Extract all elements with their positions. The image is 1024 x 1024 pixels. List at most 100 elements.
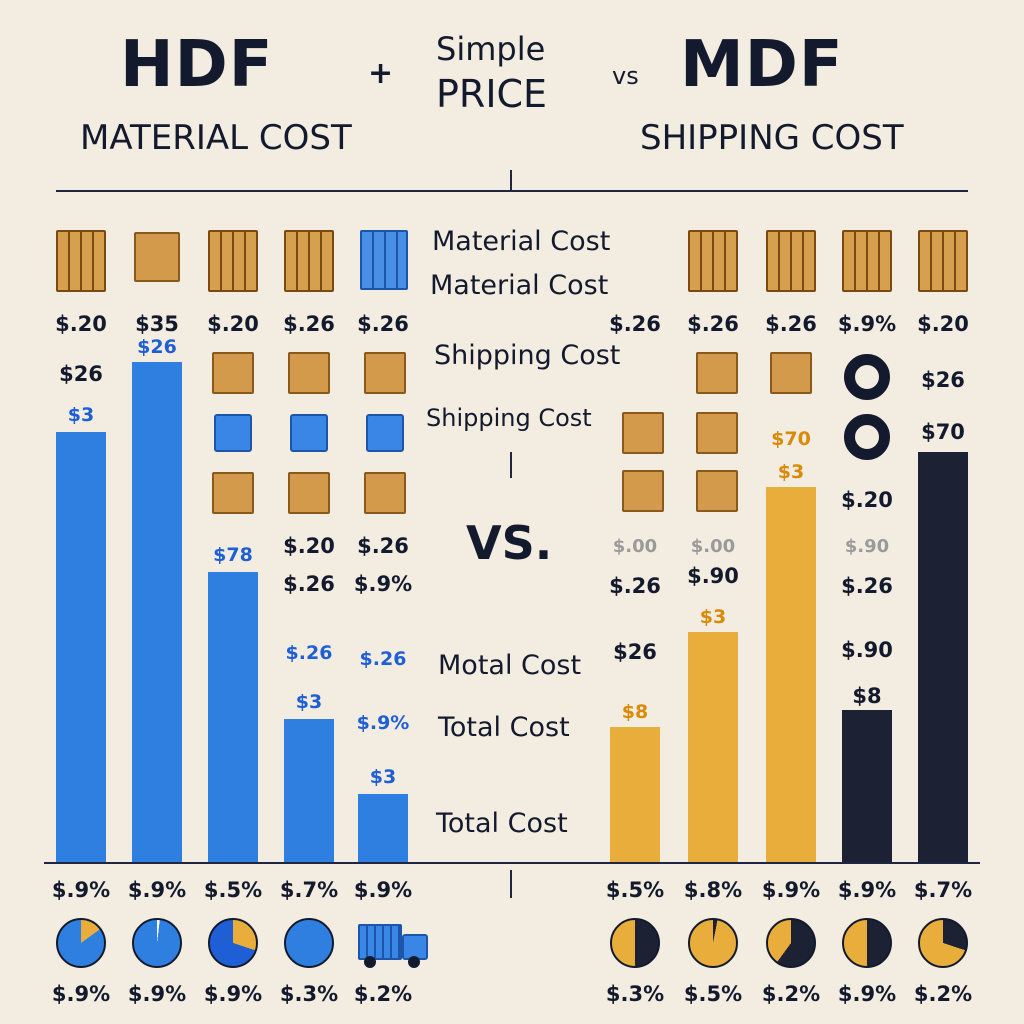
hdf-bar-2	[132, 362, 182, 862]
mdf-pie-label-4: $.9%	[837, 982, 897, 1006]
mdf-top-label-4: $.9%	[837, 312, 897, 336]
hdf-bar-5	[358, 794, 408, 862]
mdf-subtitle: SHIPPING COST	[640, 118, 904, 158]
truck-wheel-icon-2	[408, 956, 420, 968]
mdf-bar-label-1: $8	[621, 701, 649, 723]
mdf-row-a2: $.00	[690, 536, 736, 557]
total-cost-label-1: Motal Cost	[438, 650, 582, 681]
hdf-subtitle: MATERIAL COST	[80, 118, 352, 158]
hdf-row2-label-1: $26	[59, 362, 103, 386]
mdf-pie-chart-5	[918, 918, 968, 968]
mdf-extra-label-3: $70	[771, 428, 811, 450]
baseline	[44, 862, 980, 864]
hdf-bottom-label-3: $.5%	[203, 878, 263, 902]
mdf-bottom-label-3: $.9%	[761, 878, 821, 902]
hdf-blue-crate-icon	[360, 230, 408, 290]
hdf-crate-icon-1	[56, 230, 106, 292]
mdf-bottom-label-4: $.9%	[837, 878, 897, 902]
hdf-box-icon-r1-3	[364, 352, 406, 394]
plus-sign: +	[368, 56, 394, 91]
mdf-box-icon-4	[696, 412, 738, 454]
hdf-box-icon-top	[134, 232, 180, 282]
hdf-crate-icon-2	[208, 230, 258, 292]
mdf-crate-icon-2	[766, 230, 816, 292]
shipping-cost-label-1: Shipping Cost	[434, 340, 621, 371]
top-rule	[56, 190, 968, 192]
mdf-box-icon-2	[770, 352, 812, 394]
hdf-pie-label-3: $.9%	[203, 982, 263, 1006]
hdf-bar-label-4: $3	[295, 691, 323, 713]
hdf-crate-icon-3	[284, 230, 334, 292]
hdf-top-label-5: $.26	[357, 312, 409, 336]
mdf-row-a1: $.00	[612, 536, 658, 557]
mdf-row-a3: $.90	[844, 536, 890, 557]
hdf-blue-box-icon-3	[366, 414, 404, 452]
mdf-row-c2: $.90	[841, 638, 893, 662]
mdf-bar-2	[688, 632, 738, 862]
hdf-pie-chart-3	[208, 918, 258, 968]
mdf-top-label-1: $.26	[609, 312, 661, 336]
hdf-bottom-label-5: $.9%	[353, 878, 413, 902]
mdf-crate-icon-1	[688, 230, 738, 292]
mdf-bottom-label-2: $.8%	[683, 878, 743, 902]
hdf-pie-chart-1	[56, 918, 106, 968]
mdf-label-520: $.20	[841, 488, 893, 512]
hdf-bottom-label-1: $.9%	[51, 878, 111, 902]
hdf-pie-label-1: $.9%	[51, 982, 111, 1006]
mdf-row-b1: $.26	[609, 574, 661, 598]
mdf-crate-icon-3	[842, 230, 892, 292]
mdf-pie-chart-1	[610, 918, 660, 968]
hdf-bottom-label-4: $.7%	[279, 878, 339, 902]
hdf-bottom-label-2: $.9%	[127, 878, 187, 902]
total-cost-label-3: Total Cost	[436, 808, 568, 839]
mdf-row-b2: $.90	[687, 564, 739, 588]
hdf-bar-label-5: $3	[369, 766, 397, 788]
hdf-bar-label-1: $3	[67, 404, 95, 426]
mdf-top-label-3: $.26	[765, 312, 817, 336]
hdf-bar-4	[284, 719, 334, 862]
hdf-mid-label-b2: $.9%	[353, 572, 413, 596]
mdf-bar-label-2: $3	[699, 606, 727, 628]
hdf-title: HDF	[120, 28, 274, 102]
hdf-box-icon-r3-2	[288, 472, 330, 514]
mdf-ring-icon-2	[844, 414, 890, 460]
material-cost-label-1: Material Cost	[432, 226, 611, 257]
mdf-pie-label-2: $.5%	[683, 982, 743, 1006]
mdf-row-b3: $.26	[841, 574, 893, 598]
hdf-box-icon-r1-1	[212, 352, 254, 394]
mdf-title: MDF	[680, 28, 844, 102]
mdf-bar-4	[842, 710, 892, 862]
shipping-cost-label-2: Shipping Cost	[426, 404, 592, 432]
price-text: PRICE	[436, 72, 548, 116]
mdf-pie-label-1: $.3%	[605, 982, 665, 1006]
mdf-extra-label-5: $70	[921, 420, 965, 444]
mdf-pie-label-5: $.2%	[913, 982, 973, 1006]
hdf-extra-label-2: $26	[137, 336, 177, 358]
hdf-top-label-2: $35	[135, 312, 179, 336]
hdf-low-label-1: $.26	[285, 642, 333, 664]
hdf-low-label-2: $.26	[359, 648, 407, 670]
truck-cab-icon	[402, 934, 428, 960]
mid-tick	[510, 452, 512, 478]
hdf-pie-label-4: $.3%	[279, 982, 339, 1006]
mdf-box-icon-6	[696, 470, 738, 512]
mdf-bar-1	[610, 727, 660, 862]
truck-icon	[358, 924, 402, 960]
hdf-box-icon-r3-1	[212, 472, 254, 514]
hdf-mid-label-a2: $.26	[357, 534, 409, 558]
hdf-bar-1	[56, 432, 106, 862]
mdf-pie-chart-2	[688, 918, 738, 968]
hdf-low-label-3: $.9%	[356, 712, 410, 734]
mdf-pie-chart-4	[842, 918, 892, 968]
mdf-ring-icon-1	[844, 354, 890, 400]
mdf-label-526: $26	[921, 368, 965, 392]
hdf-top-label-4: $.26	[283, 312, 335, 336]
mdf-row-c1: $26	[613, 640, 657, 664]
top-rule-tick	[510, 170, 512, 192]
mdf-bar-3	[766, 487, 816, 862]
mdf-box-icon-3	[622, 412, 664, 454]
vs-big-text: VS.	[466, 516, 553, 570]
hdf-pie-chart-2	[132, 918, 182, 968]
mdf-bottom-label-1: $.5%	[605, 878, 665, 902]
vs-small-text: vs	[612, 62, 639, 90]
